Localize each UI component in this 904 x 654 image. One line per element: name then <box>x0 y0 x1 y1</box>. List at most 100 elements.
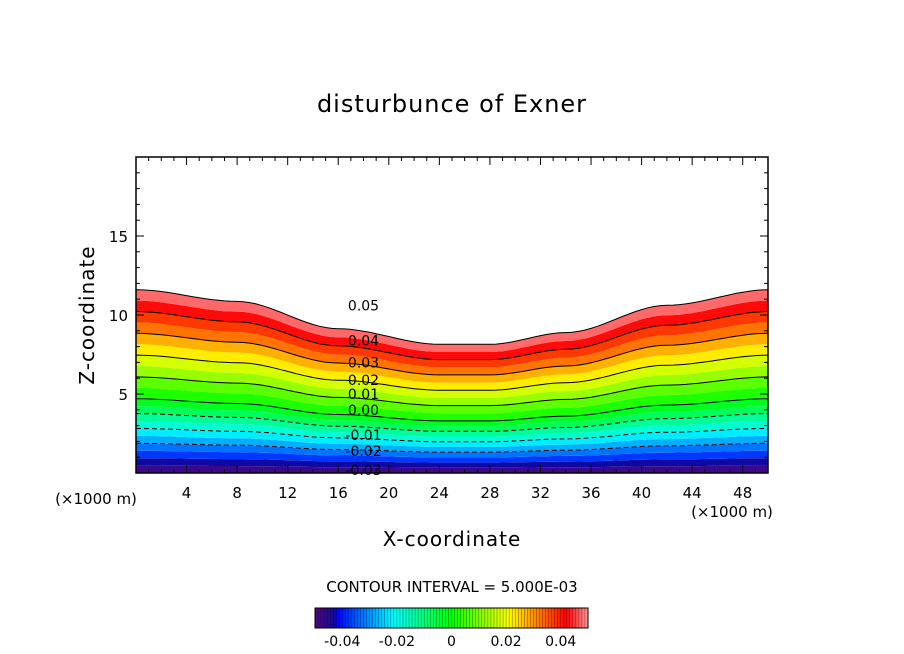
colorbar-cell <box>560 608 565 628</box>
colorbar-cell <box>563 608 568 628</box>
colorbar-cell <box>324 608 328 628</box>
colorbar-cell <box>527 608 531 628</box>
colorbar-frame <box>314 607 589 629</box>
colorbar-cell <box>545 608 549 628</box>
colorbar-cell <box>354 608 358 628</box>
x-tick-label: 8 <box>232 484 242 502</box>
colorbar-cell <box>345 608 349 628</box>
colorbar-cell <box>375 608 379 628</box>
contour-band <box>136 421 768 442</box>
contour-line <box>136 442 768 453</box>
colorbar-cell <box>372 608 376 628</box>
colorbar-cell <box>457 608 461 628</box>
contour-band <box>136 413 768 437</box>
colorbar-cell <box>390 608 395 628</box>
colorbar-cell <box>536 608 540 628</box>
chart-title: disturbunce of Exner <box>317 90 587 118</box>
colorbar-cell <box>336 608 340 628</box>
colorbar-cell <box>430 608 434 628</box>
colorbar-cell <box>509 608 513 628</box>
colorbar-cell <box>454 608 458 628</box>
contour-line <box>136 354 768 391</box>
colorbar-cell <box>481 608 486 628</box>
x-axis-label: X-coordinate <box>383 527 522 551</box>
colorbar-cell <box>466 608 470 628</box>
colorbar-cell <box>433 608 437 628</box>
colorbar-cell <box>384 608 389 628</box>
colorbar-cell <box>551 608 555 628</box>
colorbar-cell <box>409 608 413 628</box>
colorbar-cell <box>327 608 331 628</box>
colorbar-cell <box>484 608 489 628</box>
colorbar-cell <box>490 608 495 628</box>
colorbar-cell <box>436 608 440 628</box>
colorbar-cell <box>342 608 346 628</box>
colorbar-cell <box>500 608 504 628</box>
colorbar-cell <box>533 608 537 628</box>
colorbar-cell <box>333 608 337 628</box>
axis-tick-layer <box>136 157 768 473</box>
contour-line <box>136 413 768 432</box>
colorbar-cell <box>330 608 334 628</box>
y-axis-label: Z-coordinate <box>75 245 99 384</box>
contour-line <box>136 289 768 345</box>
colorbar-cell <box>497 608 501 628</box>
colorbar-cell <box>442 608 446 628</box>
colorbar-cell <box>569 608 574 628</box>
colorbar-cell <box>493 608 498 628</box>
contour-band <box>136 398 768 427</box>
colorbar-cell <box>439 608 443 628</box>
colorbar-cell <box>548 608 552 628</box>
colorbar-cell <box>469 608 474 628</box>
colorbar-cell <box>406 608 410 628</box>
contour-band <box>136 458 768 468</box>
contour-interval-text: CONTOUR INTERVAL = 5.000E-03 <box>326 578 577 596</box>
colorbar-cell <box>369 608 373 628</box>
contour-label: 0.03 <box>348 355 379 371</box>
colorbar-cell <box>506 608 510 628</box>
colorbar-cell <box>566 608 571 628</box>
colorbar-cell <box>318 608 322 628</box>
y-tick-label: 10 <box>109 307 128 325</box>
colorbar-cell <box>515 608 519 628</box>
colorbar-cell <box>363 608 367 628</box>
contour-line <box>136 332 768 376</box>
colorbar-cell <box>542 608 546 628</box>
contour-label: 0.04 <box>348 333 379 349</box>
colorbar-cell <box>448 608 452 628</box>
colorbar-cell <box>412 608 416 628</box>
x-tick-label: 32 <box>531 484 550 502</box>
colorbar <box>314 607 589 629</box>
colorbar-cell <box>521 608 525 628</box>
x-tick-label: 28 <box>480 484 499 502</box>
contour-line <box>136 311 768 361</box>
colorbar-cell <box>378 608 383 628</box>
x-unit-left: (×1000 m) <box>55 490 137 508</box>
x-tick-label: 36 <box>581 484 600 502</box>
contour-label: -0.01 <box>345 428 381 444</box>
colorbar-tick-label: 0.02 <box>491 634 522 650</box>
colorbar-cell <box>351 608 355 628</box>
contour-band <box>136 406 768 432</box>
colorbar-cell <box>393 608 398 628</box>
contour-band <box>136 344 768 391</box>
contour-label: 0.02 <box>348 373 379 389</box>
colorbar-tick-label: 0 <box>447 634 456 650</box>
colorbar-cell <box>415 608 419 628</box>
colorbar-cell <box>524 608 528 628</box>
contour-label-layer: -0.03-0.02-0.010.000.010.020.030.040.05 <box>345 299 381 479</box>
colorbar-cell <box>478 608 483 628</box>
contour-band <box>136 443 768 458</box>
colorbar-cell <box>572 608 577 628</box>
contour-label: 0.00 <box>348 403 379 419</box>
colorbar-cell <box>463 608 467 628</box>
contour-line <box>136 398 768 422</box>
x-tick-label: 16 <box>329 484 348 502</box>
colorbar-cell <box>387 608 392 628</box>
contour-label: 0.05 <box>348 299 379 315</box>
colorbar-cell <box>578 608 583 628</box>
colorbar-cell <box>530 608 534 628</box>
contour-label: -0.02 <box>345 444 381 460</box>
